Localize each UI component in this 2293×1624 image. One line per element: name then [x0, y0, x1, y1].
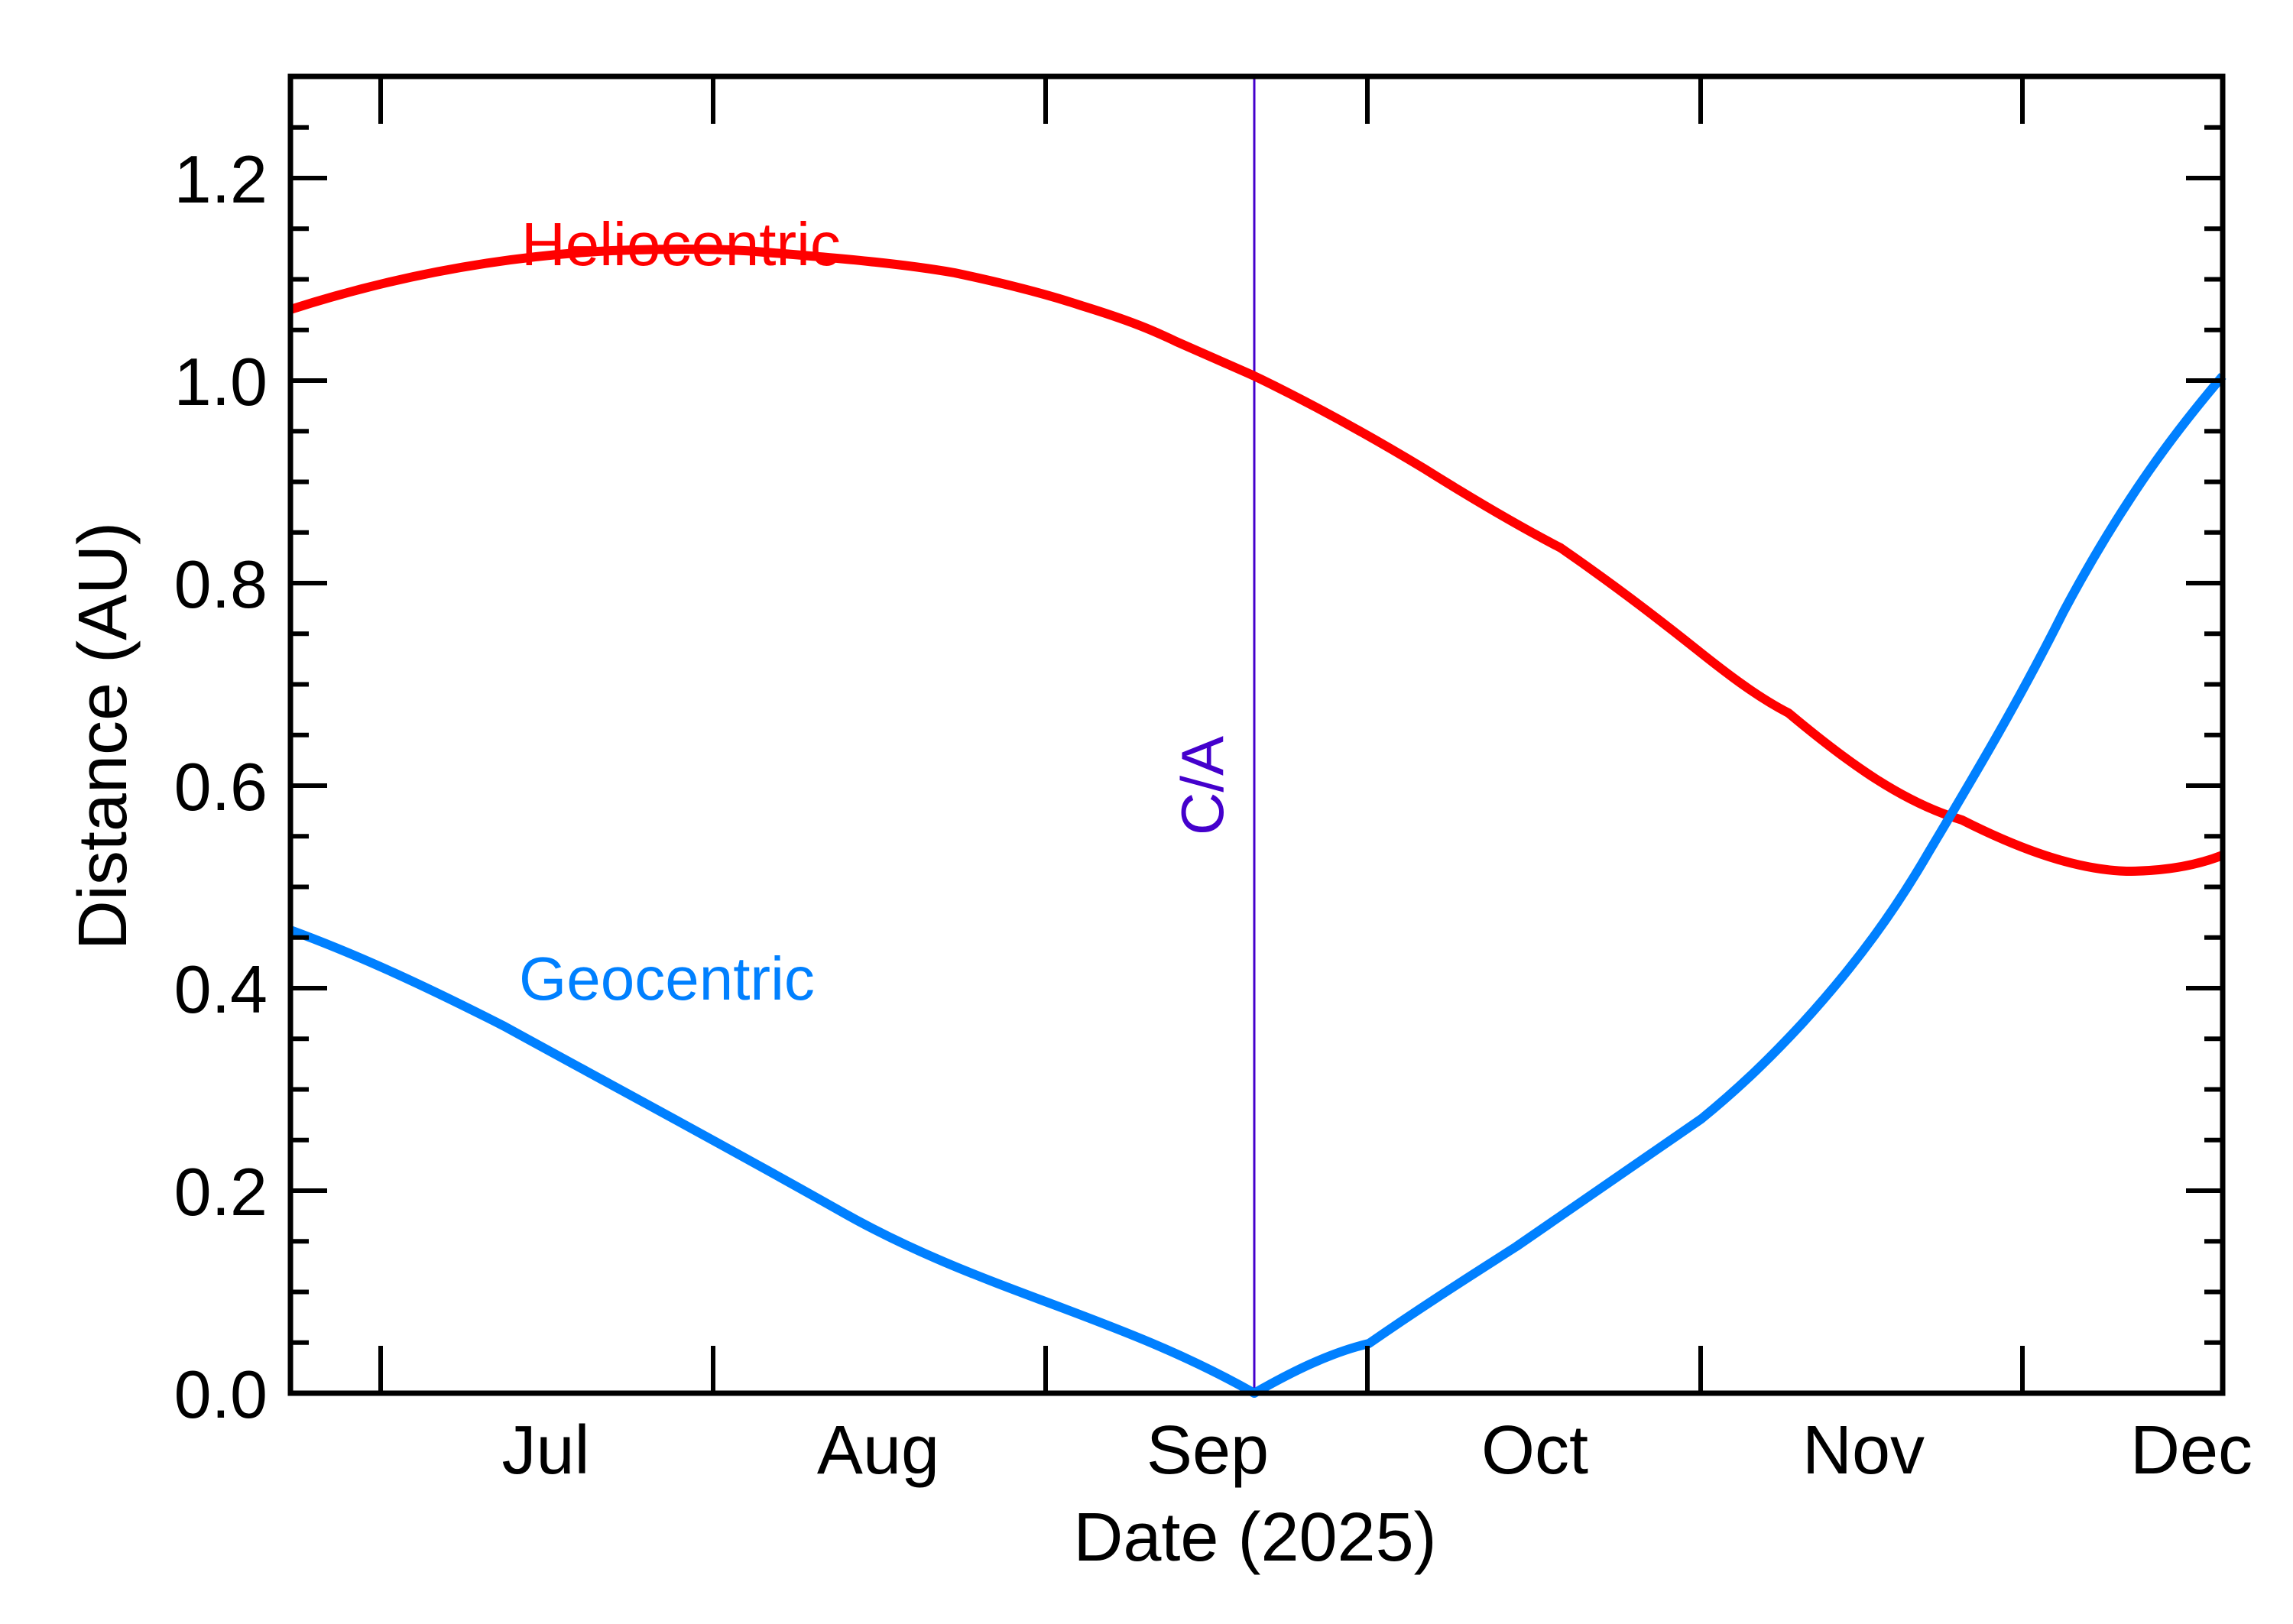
y-axis-title: Distance (AU): [65, 522, 141, 950]
heliocentric-curve: [289, 244, 2225, 876]
x-tick-label: Oct: [1481, 1412, 1588, 1489]
x-axis-ticks: [378, 76, 2025, 1393]
heliocentric-label: Heliocentric: [521, 210, 841, 278]
y-tick-label: 1.0: [174, 344, 268, 420]
x-tick-label: Aug: [817, 1412, 939, 1489]
y-tick-label: 0.0: [174, 1357, 268, 1432]
y-tick-label: 0.4: [174, 951, 268, 1027]
y-tick-label: 0.6: [174, 749, 268, 825]
close-approach-label: C/A: [1169, 736, 1236, 835]
x-tick-label: Jul: [501, 1412, 589, 1489]
y-tick-label: 0.2: [174, 1154, 268, 1230]
geocentric-label: Geocentric: [519, 945, 815, 1013]
x-axis-tick-labels: Jul Aug Sep Oct Nov Dec: [501, 1412, 2252, 1489]
y-axis-ticks: [290, 125, 2223, 1345]
y-tick-label: 1.2: [174, 141, 268, 217]
x-tick-label: Nov: [1802, 1412, 1925, 1489]
plot-area: [288, 76, 2227, 1398]
x-tick-label: Sep: [1146, 1412, 1269, 1489]
x-tick-label: Dec: [2130, 1412, 2252, 1489]
geocentric-curve: [288, 373, 2227, 1398]
x-axis-title: Date (2025): [1073, 1499, 1436, 1576]
y-axis-tick-labels: 0.0 0.2 0.4 0.6 0.8 1.0 1.2: [174, 141, 268, 1432]
y-tick-label: 0.8: [174, 546, 268, 622]
